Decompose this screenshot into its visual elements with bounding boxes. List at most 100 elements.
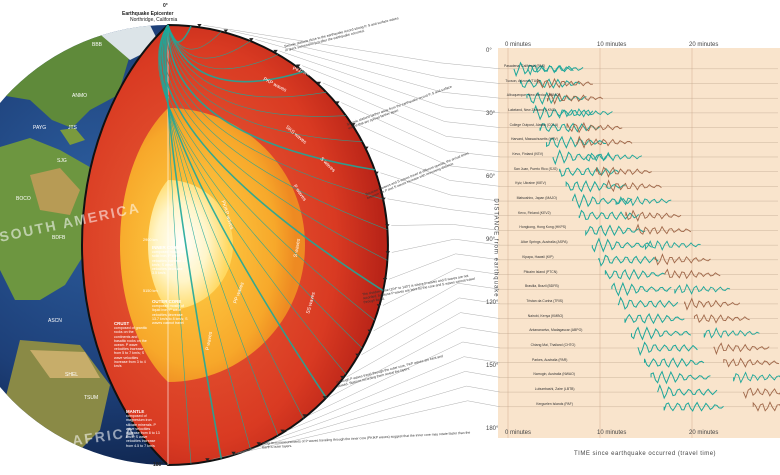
- station-connector: [361, 297, 501, 355]
- station-connector: [328, 327, 501, 398]
- seismic-ray: [167, 24, 384, 200]
- continent-africa-desert: [30, 350, 100, 378]
- seismic-ray: [163, 24, 251, 450]
- inner-core-title: INNER CORE: [152, 245, 180, 250]
- station-marker: [385, 224, 390, 228]
- globe-station-label: BDFB: [52, 235, 66, 241]
- s-wave-trace: [547, 92, 603, 105]
- station-marker: [381, 197, 386, 201]
- station-label: Nairobi, Kenya (KMBO): [527, 313, 564, 318]
- station-marker: [249, 38, 254, 42]
- station-marker: [364, 146, 369, 150]
- station-marker: [223, 29, 229, 33]
- distance-tick-label: 120°: [486, 300, 499, 306]
- globe-station-label: BBB: [92, 42, 103, 48]
- continent-caribbean: [60, 128, 85, 145]
- station-marker: [302, 414, 307, 418]
- station-marker: [256, 442, 261, 446]
- station-label: Tucson, Arizona (TUC): [505, 78, 540, 83]
- station-connector: [286, 356, 501, 432]
- s-wave-trace: [566, 121, 623, 134]
- station-connector: [391, 224, 501, 231]
- station-label: College Outpost, Alaska (COLA): [509, 122, 559, 127]
- station-label: Tristan da Cunha (TRIS): [526, 298, 564, 303]
- time-axis-bottom-label: 0 minutes: [505, 430, 532, 436]
- distance-tick-label: 150°: [486, 363, 499, 369]
- p-wave-trace: [585, 224, 646, 237]
- distance-tick-label: 0°: [486, 48, 492, 54]
- mantle-title: MANTLE: [126, 409, 145, 414]
- distance-tick-label: 180°: [486, 426, 499, 432]
- seismic-ray: [157, 24, 363, 349]
- globe-station-label: PAYG: [33, 125, 47, 131]
- antipode-degree-label: 180°: [153, 462, 164, 468]
- station-marker: [231, 451, 236, 456]
- station-connector: [357, 124, 501, 172]
- s-wave-trace: [644, 240, 701, 251]
- distance-tick-label: 60°: [486, 174, 496, 180]
- time-axis-bottom-label: 10 minutes: [597, 430, 627, 436]
- station-label: Kevo, Finland (KEV2): [518, 210, 551, 215]
- station-label: San Juan, Puerto Rico (SJG): [513, 166, 558, 171]
- inner-core-section: [148, 180, 233, 310]
- globe-station-label: BOCO: [16, 196, 31, 202]
- inner-core-note: INNER CORE composed mostly of solid iron…: [152, 245, 188, 275]
- p-wave-trace: [598, 254, 659, 267]
- continent-south-america-desert: [30, 168, 80, 215]
- station-connector: [302, 65, 501, 128]
- seismic-ray: [167, 24, 327, 98]
- station-label: Kevo, Finland (KEV): [512, 151, 544, 156]
- seismic-ray: [167, 24, 251, 59]
- p-wave-trace: [644, 357, 705, 369]
- globe-station-label: JTS: [68, 125, 77, 131]
- station-connector: [255, 39, 501, 99]
- p-wave-trace: [578, 209, 639, 221]
- s-wave-trace: [556, 108, 613, 119]
- s-wave-trace: [664, 268, 721, 280]
- s-wave-trace: [586, 151, 643, 162]
- station-connector: [262, 371, 501, 444]
- crust-note: CRUST composed of granitic rocks on the …: [114, 321, 150, 368]
- mantle-text: composed of magnesium iron silicate mine…: [126, 414, 160, 448]
- s-wave-trace: [605, 179, 662, 193]
- crust-title: CRUST: [114, 321, 130, 326]
- station-connector: [229, 30, 501, 84]
- station-connector: [346, 312, 501, 378]
- epicenter-place: Northridge, California: [130, 17, 178, 23]
- station-markers: [197, 24, 390, 462]
- epicenter-degree-label: 0°: [163, 3, 168, 9]
- s-wave-trace: [654, 253, 711, 266]
- station-connector: [203, 25, 501, 70]
- time-axis-top-label: 0 minutes: [505, 42, 532, 48]
- station-marker: [316, 81, 322, 85]
- station-connector: [370, 147, 501, 187]
- globe-station-label: ASCN: [48, 318, 62, 324]
- mantle-note: MANTLE composed of magnesium iron silica…: [126, 409, 162, 448]
- station-label: Albuquerque, New Mexico (ANMO): [506, 93, 560, 98]
- time-axis-bottom-label: 20 minutes: [689, 430, 719, 436]
- station-label: Parkes, Australia (PAR): [532, 357, 568, 362]
- seismic-ray: [167, 24, 375, 171]
- depth-label-inner-core-boundary: 5150 km: [143, 289, 158, 293]
- station-marker: [280, 429, 285, 433]
- station-connector: [341, 102, 501, 158]
- p-wave-trace: [624, 313, 685, 325]
- seismic-ray: [166, 24, 192, 464]
- s-wave-trace: [527, 64, 584, 76]
- p-wave-trace: [657, 383, 718, 400]
- seismic-ray: [167, 24, 304, 83]
- s-wave-trace: [733, 371, 780, 384]
- station-marker: [205, 458, 210, 462]
- s-wave-trace: [684, 297, 741, 311]
- time-axis-title: TIME since earthquake occurred (travel t…: [574, 451, 717, 457]
- outer-core-title: OUTER CORE: [152, 299, 182, 304]
- station-marker: [382, 278, 388, 282]
- station-connector: [382, 268, 501, 306]
- seismic-ray: [167, 24, 347, 117]
- outer-core-note: OUTER CORE composed mostly of liquid iro…: [152, 299, 188, 325]
- p-wave-trace: [546, 135, 606, 149]
- p-wave-trace: [559, 166, 620, 177]
- seismic-ray-paths: [157, 24, 388, 464]
